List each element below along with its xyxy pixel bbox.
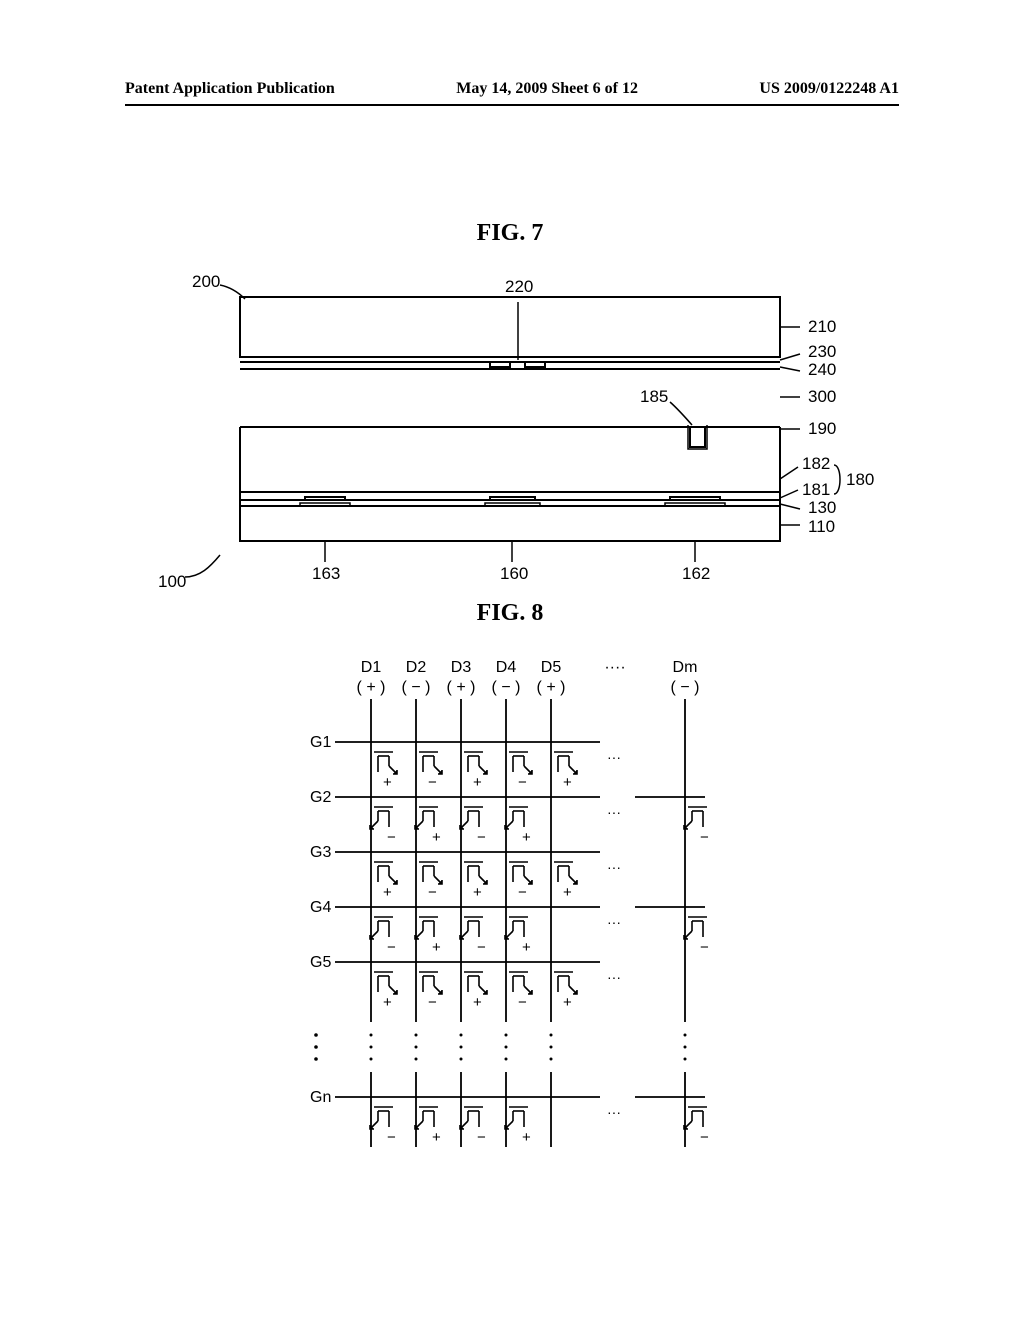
row-dots-n: ···	[607, 1104, 621, 1120]
sign-d3: ( + )	[447, 679, 476, 696]
g3-s1: +	[383, 884, 392, 901]
sign-d1: ( + )	[357, 679, 386, 696]
g4-sm: −	[700, 939, 709, 956]
sign-d4: ( − )	[492, 679, 521, 696]
figure-7-title: FIG. 7	[130, 220, 890, 247]
row-dots-3: ···	[607, 859, 621, 875]
row-g2: G2	[310, 789, 331, 806]
g4-s3: −	[477, 939, 486, 956]
g4-s4: +	[522, 939, 531, 956]
col-ellipsis: ····	[604, 659, 625, 676]
g2-s1: −	[387, 829, 396, 846]
col-d5: D5	[541, 659, 562, 676]
gn-s4: +	[522, 1129, 531, 1146]
g2-s4: +	[522, 829, 531, 846]
label-230: 230	[808, 342, 836, 361]
figure-7: FIG. 7	[130, 220, 890, 622]
col-dm: Dm	[673, 659, 698, 676]
sign-d5: ( + )	[537, 679, 566, 696]
row-dots-2: ···	[607, 804, 621, 820]
g3-s5: +	[563, 884, 572, 901]
gn-s3: −	[477, 1129, 486, 1146]
gn-s1: −	[387, 1129, 396, 1146]
row-gn: Gn	[310, 1089, 331, 1106]
g4-s2: +	[432, 939, 441, 956]
row-g4: G4	[310, 899, 331, 916]
g3-s4: −	[518, 884, 527, 901]
label-162: 162	[682, 564, 710, 583]
row-g5: G5	[310, 954, 331, 971]
g5-s3: +	[473, 994, 482, 1011]
figure-8-title: FIG. 8	[130, 600, 890, 627]
label-182: 182	[802, 454, 830, 473]
row-dots-1: ···	[607, 749, 621, 765]
col-d4: D4	[496, 659, 517, 676]
gn-sm: −	[700, 1129, 709, 1146]
label-180: 180	[846, 470, 874, 489]
sign-dm: ( − )	[671, 679, 700, 696]
figure-8-svg: D1 D2 D3 D4 D5 ···· Dm ( + ) ( − ) ( + )…	[130, 627, 890, 1167]
row-dots-5: ···	[607, 969, 621, 985]
gn-s2: +	[432, 1129, 441, 1146]
g1-s3: +	[473, 774, 482, 791]
col-d2: D2	[406, 659, 427, 676]
g1-s2: −	[428, 774, 437, 791]
label-190: 190	[808, 419, 836, 438]
label-181: 181	[802, 480, 830, 499]
g2-sm: −	[700, 829, 709, 846]
label-163: 163	[312, 564, 340, 583]
g2-s3: −	[477, 829, 486, 846]
header-center: May 14, 2009 Sheet 6 of 12	[456, 80, 638, 98]
g1-s1: +	[383, 774, 392, 791]
figure-8: FIG. 8 D1 D2 D3 D4 D5 ···· Dm ( + ) ( − …	[130, 600, 890, 1172]
g3-s3: +	[473, 884, 482, 901]
label-220: 220	[505, 277, 533, 296]
label-240: 240	[808, 360, 836, 379]
g2-s2: +	[432, 829, 441, 846]
g1-s4: −	[518, 774, 527, 791]
page-header: Patent Application Publication May 14, 2…	[125, 80, 899, 106]
label-110: 110	[808, 517, 835, 536]
label-300: 300	[808, 387, 836, 406]
figure-7-svg: 200 220 210 230 240 300 185 190 182 181 …	[130, 247, 890, 617]
col-d1: D1	[361, 659, 382, 676]
label-185: 185	[640, 387, 668, 406]
label-200: 200	[192, 272, 220, 291]
label-100: 100	[158, 572, 186, 591]
row-g1: G1	[310, 734, 331, 751]
label-130: 130	[808, 498, 836, 517]
label-210: 210	[808, 317, 836, 336]
row-g3: G3	[310, 844, 331, 861]
page: Patent Application Publication May 14, 2…	[0, 0, 1024, 1320]
g5-s1: +	[383, 994, 392, 1011]
row-dots-4: ···	[607, 914, 621, 930]
g5-s4: −	[518, 994, 527, 1011]
label-160: 160	[500, 564, 528, 583]
g5-s5: +	[563, 994, 572, 1011]
g4-s1: −	[387, 939, 396, 956]
g3-s2: −	[428, 884, 437, 901]
g5-s2: −	[428, 994, 437, 1011]
g1-s5: +	[563, 774, 572, 791]
sign-d2: ( − )	[402, 679, 431, 696]
header-left: Patent Application Publication	[125, 80, 335, 98]
header-right: US 2009/0122248 A1	[759, 80, 899, 98]
col-d3: D3	[451, 659, 472, 676]
